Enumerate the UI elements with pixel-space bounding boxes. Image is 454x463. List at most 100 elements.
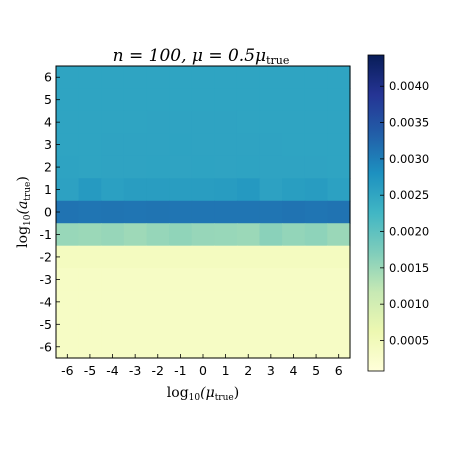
heatmap-cell xyxy=(169,290,193,314)
y-tick-label: 1 xyxy=(44,182,52,197)
heatmap-cell xyxy=(282,223,306,247)
heatmap-cell xyxy=(282,313,306,337)
heatmap-cell xyxy=(78,200,102,224)
heatmap-cell xyxy=(259,313,283,337)
heatmap-cell xyxy=(282,268,306,292)
chart-title: n = 100, μ = 0.5μtrue xyxy=(113,46,290,67)
heatmap-cell xyxy=(78,335,102,359)
heatmap-cell xyxy=(191,66,215,90)
heatmap-cell xyxy=(214,110,238,134)
heatmap-cell xyxy=(236,66,261,90)
heatmap-cell xyxy=(169,155,193,179)
y-tick-label: 5 xyxy=(44,92,52,107)
heatmap-cell xyxy=(146,335,170,359)
heatmap-cell xyxy=(236,223,261,247)
heatmap-cell xyxy=(236,335,261,359)
heatmap-cell xyxy=(56,313,80,337)
heatmap-cell xyxy=(146,245,170,269)
heatmap-cell xyxy=(78,110,102,134)
x-tick-label: -4 xyxy=(106,363,119,378)
heatmap-cells xyxy=(56,66,351,359)
heatmap-cell xyxy=(327,268,351,292)
heatmap-cell xyxy=(123,110,148,134)
heatmap-cell xyxy=(56,290,80,314)
heatmap-cell xyxy=(191,223,215,247)
heatmap-cell xyxy=(123,335,148,359)
heatmap-cell xyxy=(304,313,328,337)
heatmap-cell xyxy=(236,133,261,157)
x-tick-label: 6 xyxy=(335,363,343,378)
heatmap-cell xyxy=(282,178,306,202)
heatmap-cell xyxy=(146,88,170,112)
heatmap-cell xyxy=(169,223,193,247)
heatmap-cell xyxy=(214,313,238,337)
heatmap-cell xyxy=(304,245,328,269)
heatmap-cell xyxy=(78,290,102,314)
heatmap-cell xyxy=(282,66,306,90)
heatmap-cell xyxy=(259,335,283,359)
heatmap-cell xyxy=(304,88,328,112)
heatmap-cell xyxy=(282,88,306,112)
heatmap-cell xyxy=(214,133,238,157)
colorbar-tick-label: 0.0010 xyxy=(389,297,429,311)
heatmap-cell xyxy=(282,155,306,179)
heatmap-cell xyxy=(304,223,328,247)
heatmap-cell xyxy=(146,313,170,337)
heatmap-cell xyxy=(169,245,193,269)
heatmap-cell xyxy=(327,133,351,157)
y-tick-label: -6 xyxy=(40,339,53,354)
heatmap-cell xyxy=(236,200,261,224)
heatmap-cell xyxy=(123,88,148,112)
y-axis-ticks: 6 5 4 3 2 1 0 -1 -2 -3 -4 -5 -6 xyxy=(40,70,60,354)
x-tick-label: -1 xyxy=(174,363,186,378)
heatmap-cell xyxy=(304,335,328,359)
y-tick-label: -5 xyxy=(40,317,52,332)
heatmap-cell xyxy=(146,110,170,134)
heatmap-cell xyxy=(259,66,283,90)
heatmap-cell xyxy=(169,88,193,112)
heatmap-cell xyxy=(101,133,125,157)
heatmap-cell xyxy=(259,200,283,224)
heatmap-cell xyxy=(146,223,170,247)
heatmap-cell xyxy=(259,155,283,179)
heatmap-cell xyxy=(214,200,238,224)
heatmap-cell xyxy=(236,155,261,179)
heatmap-cell xyxy=(191,290,215,314)
heatmap-cell xyxy=(169,110,193,134)
heatmap-cell xyxy=(304,133,328,157)
colorbar-tick-label: 0.0025 xyxy=(389,188,429,202)
heatmap-cell xyxy=(56,133,80,157)
heatmap-cell xyxy=(101,155,125,179)
y-tick-label: -2 xyxy=(40,249,52,264)
colorbar-tick-label: 0.0020 xyxy=(389,225,429,239)
heatmap-cell xyxy=(146,268,170,292)
heatmap-cell xyxy=(214,290,238,314)
heatmap-cell xyxy=(259,178,283,202)
colorbar-tick-label: 0.0005 xyxy=(389,333,429,347)
heatmap-cell xyxy=(327,335,351,359)
heatmap-cell xyxy=(214,268,238,292)
colorbar xyxy=(367,54,385,372)
x-tick-label: -3 xyxy=(129,363,141,378)
heatmap-cell xyxy=(123,66,148,90)
heatmap-cell xyxy=(304,268,328,292)
heatmap-cell xyxy=(101,178,125,202)
heatmap-cell xyxy=(214,245,238,269)
heatmap-cell xyxy=(327,178,351,202)
y-tick-label: 4 xyxy=(44,115,52,130)
heatmap-cell xyxy=(282,133,306,157)
heatmap-cell xyxy=(259,133,283,157)
y-tick-label: 0 xyxy=(44,205,52,220)
colorbar-tick-label: 0.0030 xyxy=(389,152,429,166)
heatmap-cell xyxy=(259,268,283,292)
y-axis-label: log10(atrue) xyxy=(15,176,33,248)
x-tick-label: 3 xyxy=(267,363,275,378)
heatmap-cell xyxy=(191,110,215,134)
heatmap-cell xyxy=(236,110,261,134)
heatmap-cell xyxy=(191,268,215,292)
heatmap-cell xyxy=(304,290,328,314)
heatmap-cell xyxy=(146,178,170,202)
heatmap-cell xyxy=(191,313,215,337)
heatmap-cell xyxy=(78,66,102,90)
heatmap-cell xyxy=(123,268,148,292)
